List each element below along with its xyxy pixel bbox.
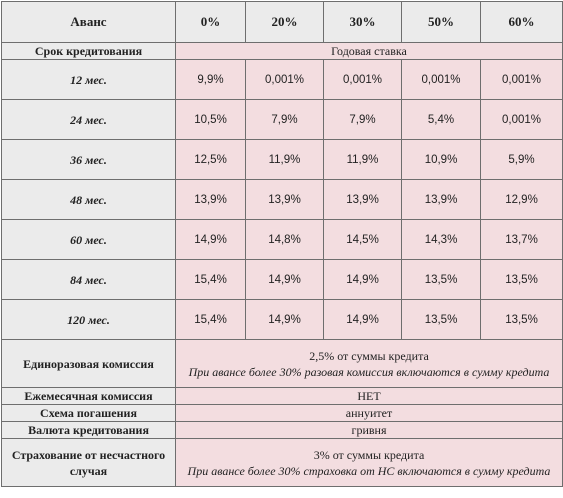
rate-cell: 15,4% [175,259,246,300]
rate-cell: 14,9% [323,259,402,300]
header-cell: 0% [175,1,246,43]
term-label: 60 мес. [1,219,176,260]
rate-cell: 5,4% [401,99,481,140]
rate-cell: 0,001% [245,59,324,100]
header-cell: 30% [323,1,402,43]
rate-cell: 12,5% [175,139,246,180]
rate-cell: 7,9% [323,99,402,140]
condition-label: Ежемесячная комиссия [1,387,176,405]
rate-cell: 15,4% [175,299,246,340]
rate-cell: 10,5% [175,99,246,140]
header-cell: 20% [245,1,324,43]
rate-cell: 14,9% [245,259,324,300]
rate-row: Срок кредитования Годовая ставка [1,42,563,60]
rate-caption: Годовая ставка [175,42,563,60]
rate-cell: 14,9% [323,299,402,340]
condition-note: При авансе более 30% разовая комиссия вк… [188,364,550,379]
condition-label: Единоразовая комиссия [1,339,176,388]
rate-table: Аванс 0% 20% 30% 50% 60% Срок кредитования Годо… [1,1,563,487]
rate-cell: 9,9% [175,59,246,100]
rate-cell: 13,5% [401,299,481,340]
condition-label: Страхование от несчастного случая [1,438,176,487]
rate-cell: 13,9% [323,179,402,220]
condition-main: 2,5% от суммы кредита [309,348,429,363]
rate-cell: 0,001% [401,59,481,100]
term-label: 120 мес. [1,299,176,340]
rate-cell: 11,9% [323,139,402,180]
condition-row: Страхование от несчастного случая 3% от с… [1,438,563,487]
rate-cell: 13,9% [401,179,481,220]
condition-note: При авансе более 30% страховка от НС вкл… [187,463,551,478]
condition-row: Единоразовая комиссия 2,5% от суммы креди… [1,339,563,388]
rate-cell: 11,9% [245,139,324,180]
row-label: Срок кредитования [1,42,176,60]
condition-row: Валюта кредитования гривня [1,421,563,439]
condition-value: аннуитет [175,404,563,422]
term-row: 84 мес. 15,4% 14,9% 14,9% 13,5% 13,5% [1,259,563,300]
rate-cell: 10,9% [401,139,481,180]
condition-main: НЕТ [357,389,381,403]
condition-value: гривня [175,421,563,439]
term-label: 36 мес. [1,139,176,180]
rate-cell: 0,001% [323,59,402,100]
rate-cell: 0,001% [480,99,563,140]
condition-value: НЕТ [175,387,563,405]
rate-cell: 5,9% [480,139,563,180]
term-row: 60 мес. 14,9% 14,8% 14,5% 14,3% 13,7% [1,219,563,260]
table-body: Аванс 0% 20% 30% 50% 60% Срок кредитования Годо… [1,1,563,487]
term-row: 12 мес. 9,9% 0,001% 0,001% 0,001% 0,001% [1,59,563,100]
condition-main: 3% от суммы кредита [313,447,425,462]
rate-cell: 13,7% [480,219,563,260]
rate-cell: 14,5% [323,219,402,260]
header-cell: 60% [480,1,563,43]
term-label: 12 мес. [1,59,176,100]
condition-label: Схема погашения [1,404,176,422]
condition-value: 3% от суммы кредита При авансе более 30% … [175,438,563,487]
condition-label: Валюта кредитования [1,421,176,439]
rate-cell: 14,8% [245,219,324,260]
rate-cell: 0,001% [480,59,563,100]
condition-main: гривня [351,423,387,437]
rate-cell: 7,9% [245,99,324,140]
rate-cell: 12,9% [480,179,563,220]
term-row: 24 мес. 10,5% 7,9% 7,9% 5,4% 0,001% [1,99,563,140]
term-label: 84 мес. [1,259,176,300]
rate-cell: 14,9% [245,299,324,340]
rate-cell: 13,5% [480,259,563,300]
rate-cell: 13,5% [480,299,563,340]
rate-cell: 13,5% [401,259,481,300]
header-cell: 50% [401,1,481,43]
header-row: Аванс 0% 20% 30% 50% 60% [1,1,563,43]
rate-cell: 13,9% [245,179,324,220]
term-row: 36 мес. 12,5% 11,9% 11,9% 10,9% 5,9% [1,139,563,180]
header-cell: Аванс [1,1,176,43]
rate-cell: 14,3% [401,219,481,260]
rate-cell: 14,9% [175,219,246,260]
term-row: 120 мес. 15,4% 14,9% 14,9% 13,5% 13,5% [1,299,563,340]
condition-row: Схема погашения аннуитет [1,404,563,422]
term-label: 48 мес. [1,179,176,220]
term-row: 48 мес. 13,9% 13,9% 13,9% 13,9% 12,9% [1,179,563,220]
rate-cell: 13,9% [175,179,246,220]
condition-row: Ежемесячная комиссия НЕТ [1,387,563,405]
term-label: 24 мес. [1,99,176,140]
condition-value: 2,5% от суммы кредита При авансе более 30… [175,339,563,388]
condition-main: аннуитет [345,406,393,420]
